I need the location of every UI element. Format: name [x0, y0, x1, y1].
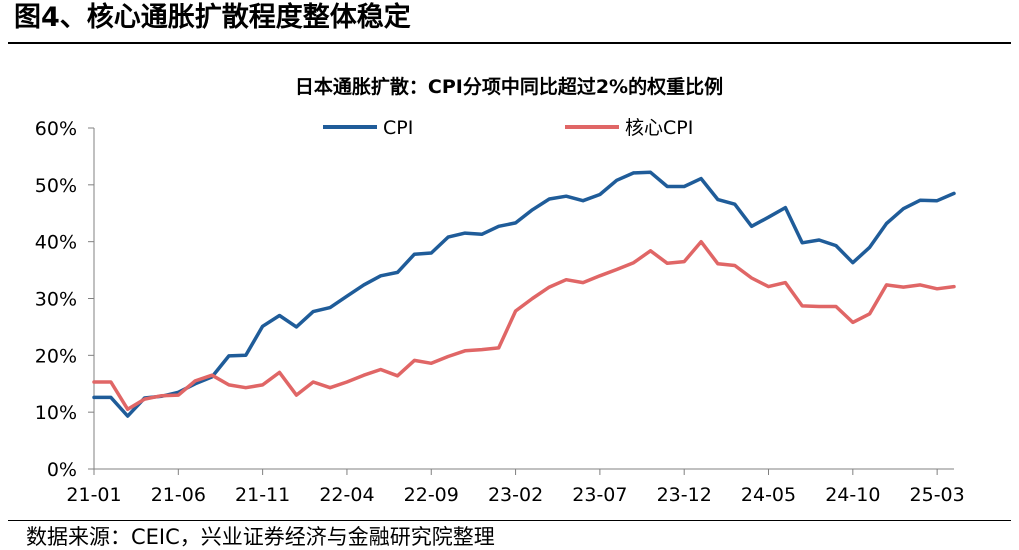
x-tick-label: 21-11: [235, 484, 290, 506]
figure-title: 图4、核心通胀扩散程度整体稳定: [14, 2, 411, 33]
x-tick-label: 24-05: [741, 484, 796, 506]
y-tick-label: 50%: [35, 175, 77, 197]
source-note: 数据来源：CEIC，兴业证券经济与金融研究院整理: [26, 525, 495, 549]
source-rule: [8, 520, 1011, 521]
y-tick-label: 0%: [47, 459, 77, 481]
y-tick-label: 10%: [35, 402, 77, 424]
legend: CPI 核心CPI: [323, 117, 693, 139]
x-tick-label: 23-02: [488, 484, 543, 506]
legend-core-cpi-label: 核心CPI: [625, 117, 693, 139]
chart-area: 日本通胀扩散：CPI分项中同比超过2%的权重比例 0% 10% 20% 30% 40% 5…: [0, 44, 1019, 518]
y-tick-label: 60%: [35, 118, 77, 140]
x-tick-label: 22-09: [404, 484, 459, 506]
x-tick-label: 24-10: [825, 484, 880, 506]
x-tick-label: 21-01: [66, 484, 121, 506]
axes: 0% 10% 20% 30% 40% 50% 60% 21-01 21-06 21-11 22-04…: [35, 118, 965, 506]
x-tick-label: 23-12: [657, 484, 712, 506]
x-tick-label: 23-07: [572, 484, 627, 506]
line-chart: 日本通胀扩散：CPI分项中同比超过2%的权重比例 0% 10% 20% 30% 40% 5…: [35, 75, 965, 506]
y-tick-label: 40%: [35, 232, 77, 254]
chart-title: 日本通胀扩散：CPI分项中同比超过2%的权重比例: [295, 75, 723, 98]
y-tick-label: 20%: [35, 345, 77, 367]
core-cpi-line: [92, 239, 956, 412]
x-tick-label: 22-04: [319, 484, 374, 506]
title-rule: [8, 42, 1011, 44]
legend-cpi-label: CPI: [383, 117, 413, 139]
x-tick-label: 21-06: [151, 484, 206, 506]
y-tick-label: 30%: [35, 289, 77, 311]
cpi-line: [92, 170, 956, 418]
series-layer: [92, 170, 956, 418]
x-tick-label: 25-03: [910, 484, 965, 506]
